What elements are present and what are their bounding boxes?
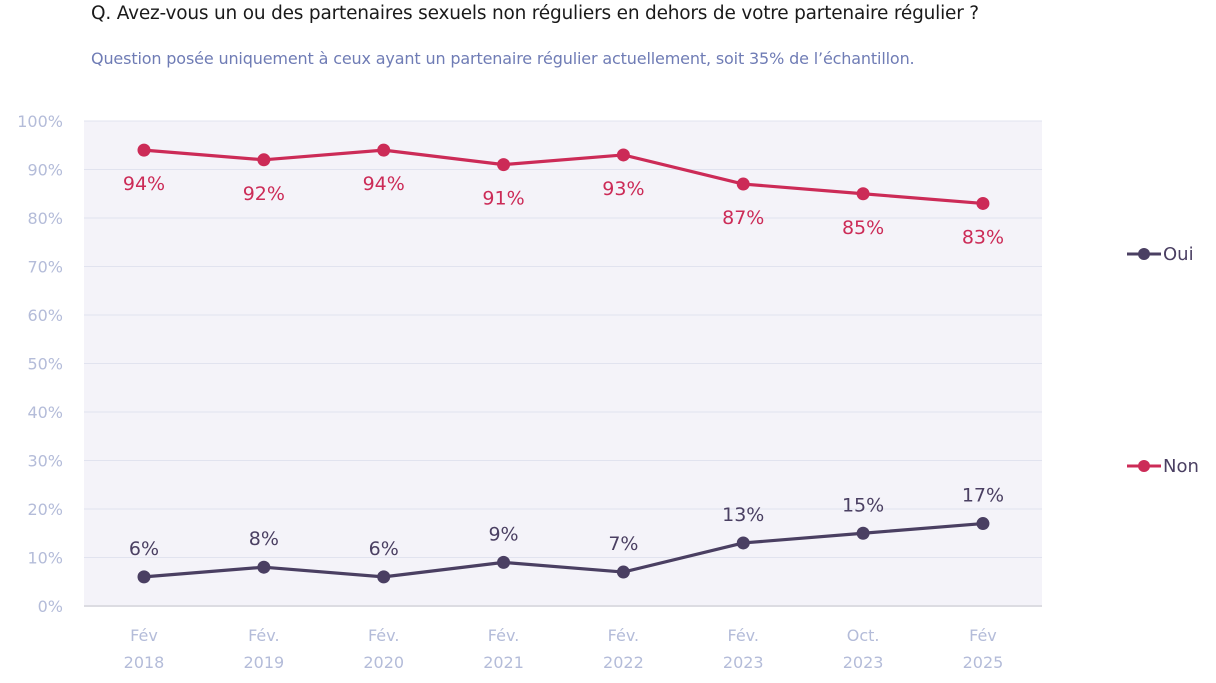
data-label: 7% xyxy=(608,533,638,555)
series-group: 6% 8% 6% 9% 7% 13% 15% 17% 94% 92% 94% 91% 93% 87% 85%… xyxy=(123,143,1004,584)
y-tick-label: 20% xyxy=(27,500,63,519)
data-point[interactable] xyxy=(497,555,511,569)
x-tick-label-month: Fév. xyxy=(728,626,759,645)
legend-marker-icon xyxy=(1138,248,1150,260)
data-label: 9% xyxy=(488,523,518,545)
data-label: 83% xyxy=(962,226,1004,248)
y-tick-label: 30% xyxy=(27,452,63,471)
data-label: 91% xyxy=(482,188,524,210)
data-point[interactable] xyxy=(736,177,750,191)
y-axis: 0% 10% 20% 30% 40% 50% 60% 70% 80% 90% 100% xyxy=(17,112,63,616)
y-tick-label: 60% xyxy=(27,306,63,325)
data-point[interactable] xyxy=(377,570,391,584)
x-tick-label-year: 2022 xyxy=(603,653,644,672)
data-point[interactable] xyxy=(856,526,870,540)
x-tick-label-year: 2020 xyxy=(363,653,404,672)
series-line-oui xyxy=(143,521,984,579)
y-tick-label: 100% xyxy=(17,112,63,131)
data-label: 94% xyxy=(123,173,165,195)
chart-title: Q. Avez-vous un ou des partenaires sexue… xyxy=(91,3,979,24)
data-label: 17% xyxy=(962,485,1004,507)
data-point[interactable] xyxy=(497,158,511,172)
chart-subtitle: Question posée uniquement à ceux ayant u… xyxy=(91,49,915,68)
x-tick-label-month: Fév. xyxy=(248,626,279,645)
x-tick-label-month: Oct. xyxy=(847,626,880,645)
data-point[interactable] xyxy=(377,143,391,157)
data-label: 13% xyxy=(722,504,764,526)
data-point[interactable] xyxy=(616,148,630,162)
x-tick-label-month: Fév. xyxy=(488,626,519,645)
data-label: 92% xyxy=(243,183,285,205)
x-tick-label-year: 2021 xyxy=(483,653,524,672)
y-tick-label: 0% xyxy=(38,597,63,616)
x-tick-label-year: 2023 xyxy=(723,653,764,672)
data-point[interactable] xyxy=(257,560,271,574)
data-label: 93% xyxy=(602,178,644,200)
series-non: 94% 92% 94% 91% 93% 87% 85% 83% xyxy=(123,143,1004,248)
legend-label: Oui xyxy=(1163,244,1194,265)
data-point[interactable] xyxy=(137,143,151,157)
y-tick-label: 90% xyxy=(27,161,63,180)
x-tick-label-year: 2025 xyxy=(963,653,1004,672)
y-tick-label: 40% xyxy=(27,403,63,422)
data-label: 6% xyxy=(369,538,399,560)
data-point[interactable] xyxy=(736,536,750,550)
legend-marker-icon xyxy=(1138,460,1150,472)
y-tick-label: 10% xyxy=(27,549,63,568)
data-label: 8% xyxy=(249,528,279,550)
data-point[interactable] xyxy=(856,187,870,201)
x-tick-label-year: 2019 xyxy=(243,653,284,672)
data-point[interactable] xyxy=(976,517,990,531)
data-label: 87% xyxy=(722,207,764,229)
y-tick-label: 70% xyxy=(27,258,63,277)
x-tick-label-month: Fév. xyxy=(608,626,639,645)
data-point[interactable] xyxy=(976,196,990,210)
legend-label: Non xyxy=(1163,456,1199,477)
x-tick-label-month: Fév xyxy=(130,626,158,645)
legend-item-oui[interactable]: Oui xyxy=(1127,244,1194,265)
legend-item-non[interactable]: Non xyxy=(1127,456,1199,477)
data-label: 15% xyxy=(842,494,884,516)
data-point[interactable] xyxy=(616,565,630,579)
gridlines xyxy=(84,120,1042,607)
x-tick-label-month: Fév xyxy=(969,626,997,645)
y-tick-label: 80% xyxy=(27,209,63,228)
x-tick-label-year: 2018 xyxy=(124,653,165,672)
x-tick-label-year: 2023 xyxy=(843,653,884,672)
series-oui: 6% 8% 6% 9% 7% 13% 15% 17% xyxy=(129,485,1004,584)
data-point[interactable] xyxy=(257,153,271,167)
x-axis: Fév 2018 Fév. 2019 Fév. 2020 Fév. 2021 Fév. 2022 F… xyxy=(124,626,1004,672)
series-line-non xyxy=(143,148,984,206)
data-label: 94% xyxy=(363,173,405,195)
legend: Oui Non xyxy=(1127,244,1199,477)
x-tick-label-month: Fév. xyxy=(368,626,399,645)
data-label: 85% xyxy=(842,217,884,239)
data-point[interactable] xyxy=(137,570,151,584)
y-tick-label: 50% xyxy=(27,355,63,374)
data-label: 6% xyxy=(129,538,159,560)
